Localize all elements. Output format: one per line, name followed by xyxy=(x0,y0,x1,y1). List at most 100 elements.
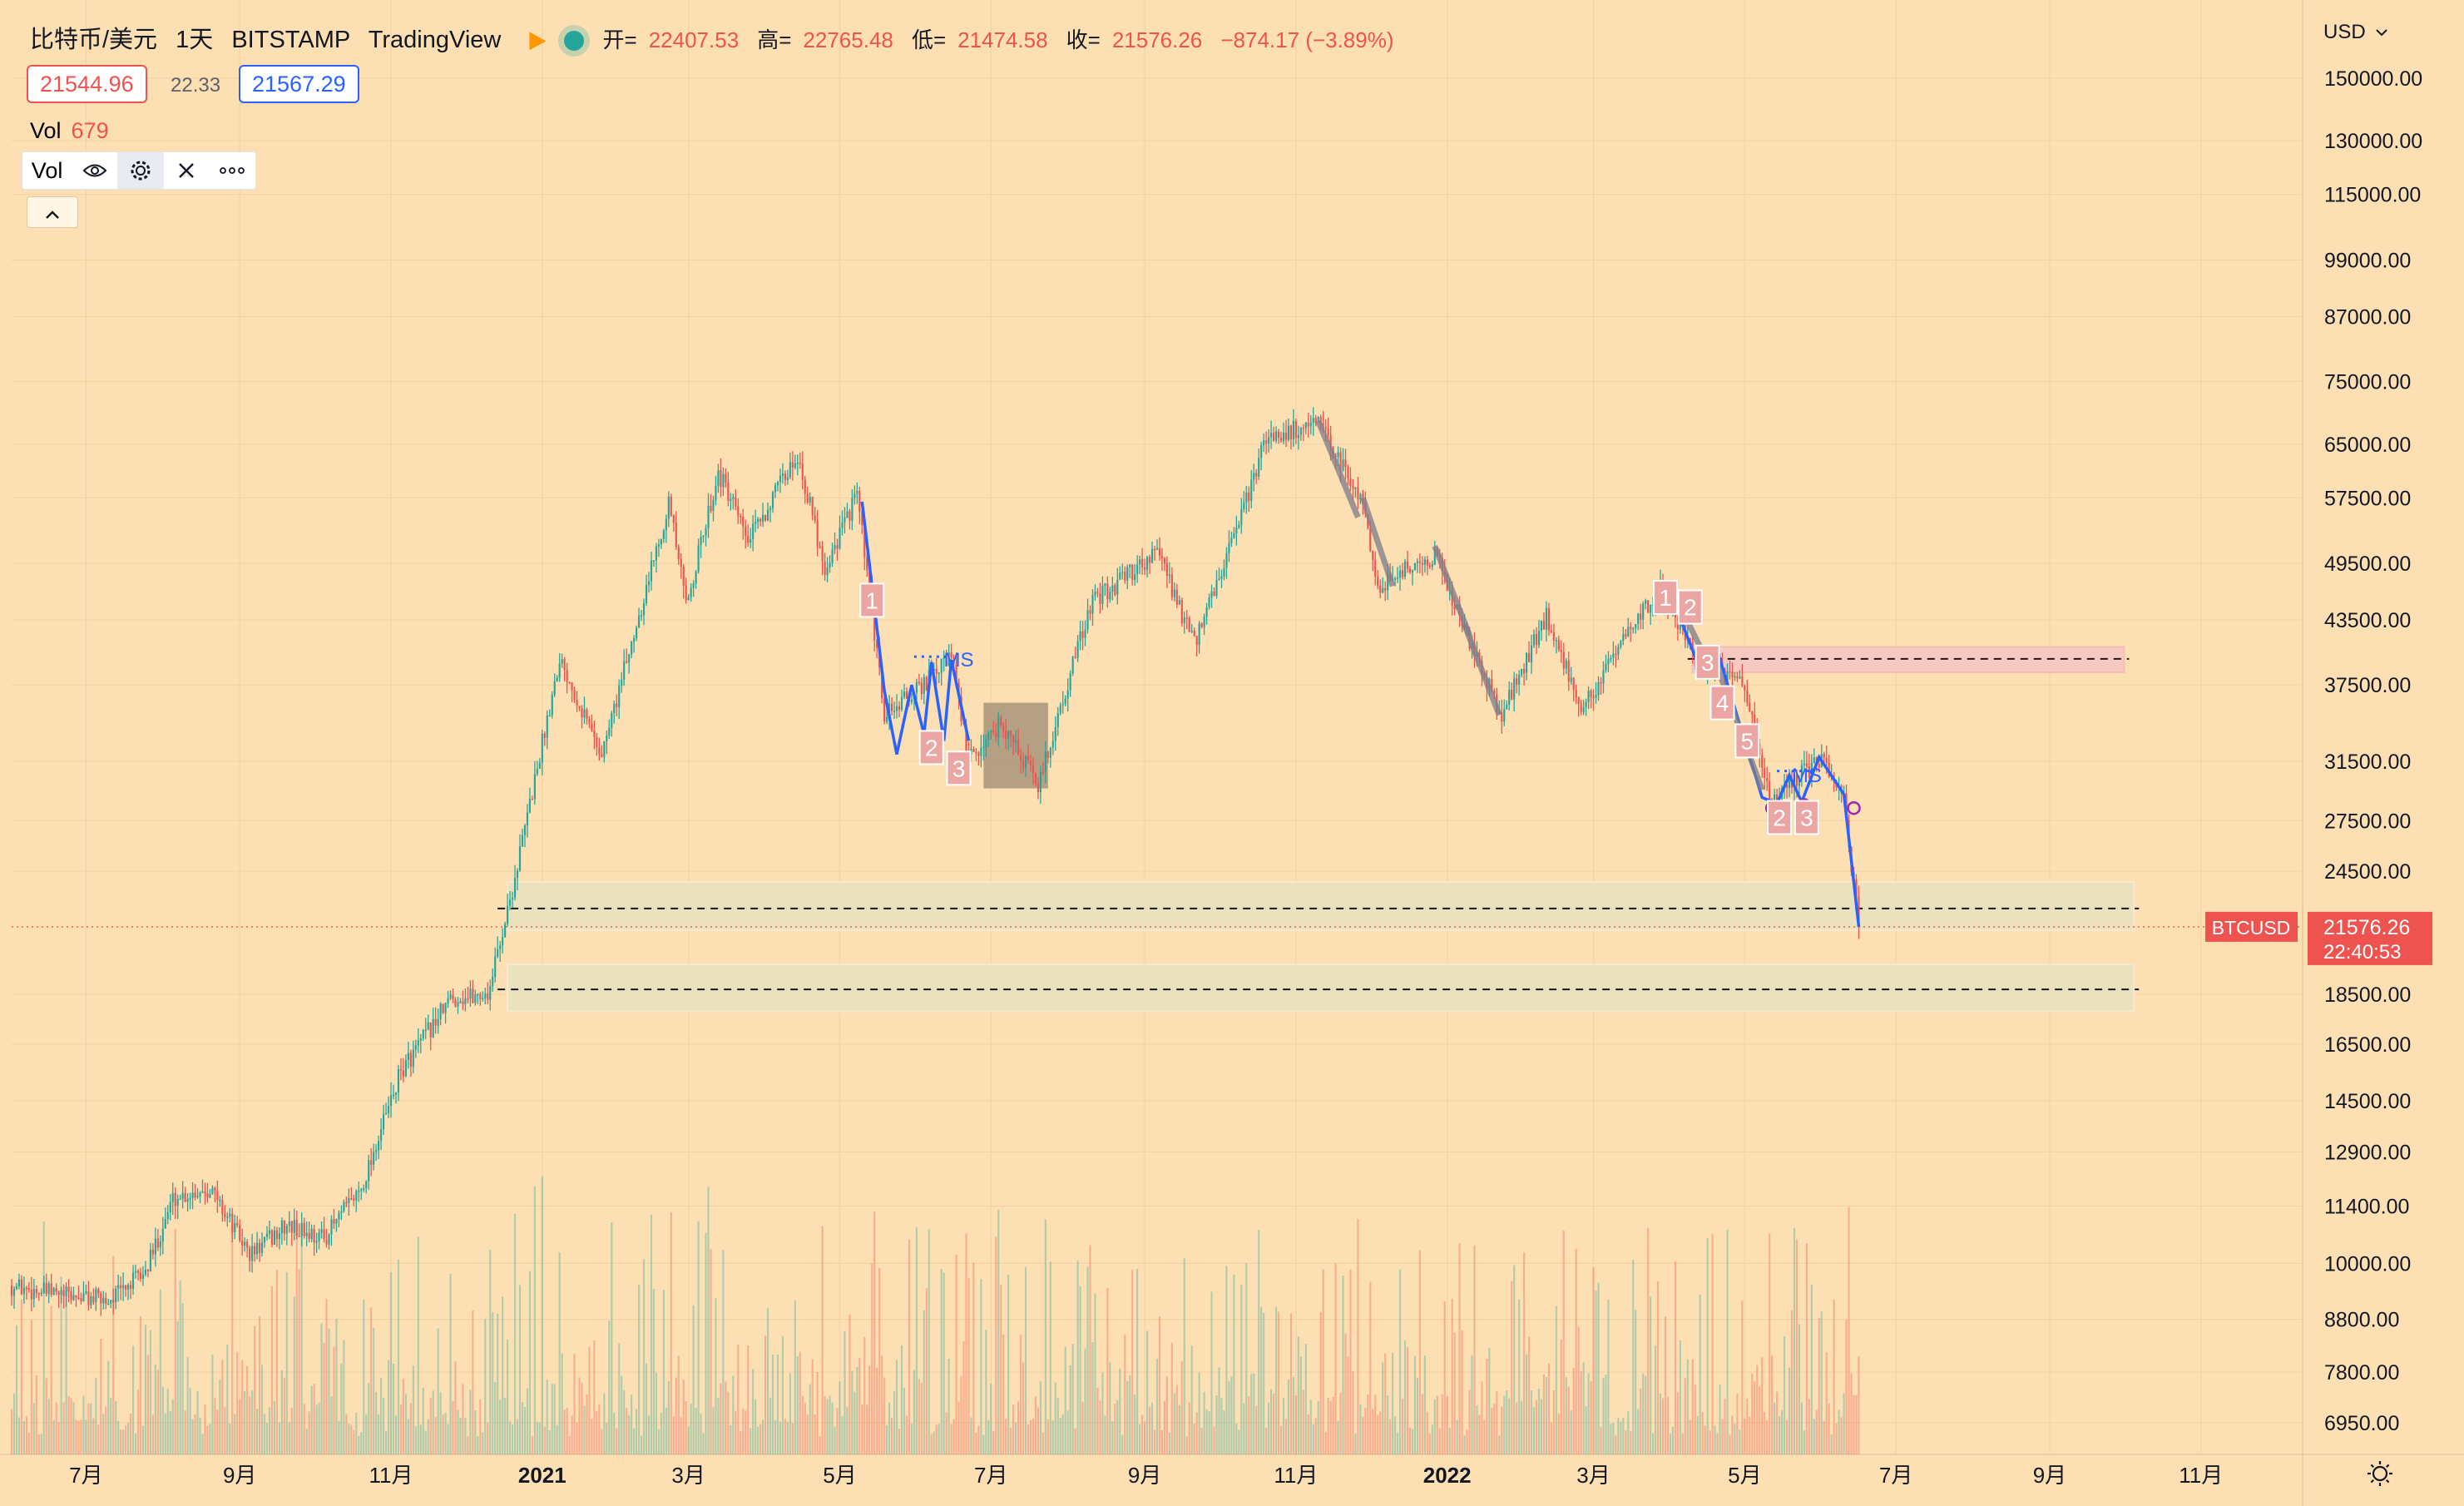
volume-bar xyxy=(821,1226,824,1454)
candle-body xyxy=(100,1293,102,1304)
volume-bar xyxy=(387,1360,390,1454)
settings-sun-icon[interactable] xyxy=(2368,1461,2392,1486)
volume-bar xyxy=(1478,1414,1481,1454)
volume-bar xyxy=(1329,1400,1332,1454)
candle-body xyxy=(1382,587,1384,593)
candle-body xyxy=(890,703,893,711)
volume-bar xyxy=(553,1384,556,1454)
volume-bar xyxy=(613,1412,616,1454)
candle-body xyxy=(1387,573,1389,591)
volume-bar xyxy=(1823,1420,1825,1454)
volume-bar xyxy=(1145,1330,1149,1454)
candle-body xyxy=(1248,492,1250,501)
volume-bar xyxy=(829,1395,831,1454)
volume-bar xyxy=(1540,1399,1543,1454)
close-icon[interactable] xyxy=(164,152,210,189)
candle-body xyxy=(905,691,908,699)
volume-bar xyxy=(928,1229,930,1454)
candle-body xyxy=(521,835,524,847)
volume-bar xyxy=(755,1399,757,1454)
candle-body xyxy=(409,1053,412,1068)
candle-body xyxy=(437,1018,439,1026)
candle-body xyxy=(139,1272,142,1280)
candle-body xyxy=(216,1190,219,1200)
candle-body xyxy=(1039,771,1042,793)
candle-body xyxy=(300,1222,303,1236)
volume-bar xyxy=(1805,1243,1808,1454)
bid-price[interactable]: 21544.96 xyxy=(27,65,147,103)
volume-bar xyxy=(1205,1409,1208,1454)
candle-body xyxy=(675,523,677,547)
volume-bar xyxy=(1761,1356,1764,1454)
ask-price[interactable]: 21567.29 xyxy=(239,65,359,103)
volume-bar xyxy=(1635,1310,1637,1454)
candle-body xyxy=(169,1201,171,1212)
collapse-button[interactable] xyxy=(27,196,78,228)
candle-body xyxy=(57,1291,60,1295)
trend-line xyxy=(1462,623,1502,716)
candle-body xyxy=(149,1250,151,1271)
symbol-name[interactable]: 比特币/美元 xyxy=(30,27,158,53)
volume-bar xyxy=(1600,1427,1602,1454)
candle-body xyxy=(204,1191,206,1194)
volume-bar xyxy=(905,1415,908,1454)
gear-icon[interactable] xyxy=(117,152,164,189)
volume-bar xyxy=(1567,1386,1570,1454)
candle-body xyxy=(194,1192,196,1198)
volume-bar xyxy=(757,1426,759,1454)
volume-bar xyxy=(1833,1299,1835,1454)
volume-bar xyxy=(1165,1376,1168,1454)
trend-line xyxy=(1315,419,1361,519)
candle-body xyxy=(1017,740,1020,755)
candle-body xyxy=(1525,652,1528,673)
candle-body xyxy=(1562,651,1565,669)
candle-body xyxy=(380,1129,383,1142)
candle-body xyxy=(241,1240,244,1246)
volume-bar xyxy=(801,1395,804,1454)
candle-body xyxy=(1139,559,1141,565)
currency-selector[interactable]: USD xyxy=(2323,21,2366,43)
candle-body xyxy=(504,924,507,938)
more-icon[interactable] xyxy=(210,152,255,189)
candle-body xyxy=(687,597,690,601)
volume-bar xyxy=(1669,1433,1672,1454)
volume-bar xyxy=(1647,1227,1650,1454)
candle-body xyxy=(1175,589,1178,605)
volume-bar xyxy=(621,1375,623,1454)
volume-bar xyxy=(164,1413,166,1454)
volume-bar xyxy=(1845,1320,1848,1454)
volume-bar xyxy=(851,1370,853,1454)
volume-bar xyxy=(910,1423,913,1454)
volume-bar xyxy=(1268,1402,1270,1454)
candle-body xyxy=(1607,659,1610,664)
candle-body xyxy=(1625,634,1627,637)
candle-body xyxy=(447,998,449,1003)
volume-bar xyxy=(47,1398,50,1454)
eye-icon[interactable] xyxy=(72,152,117,189)
candle-body xyxy=(255,1242,259,1255)
volume-bar xyxy=(1220,1398,1223,1454)
interval[interactable]: 1天 xyxy=(176,27,214,53)
volume-bar xyxy=(285,1271,288,1454)
candle-body xyxy=(144,1269,147,1275)
candle-body xyxy=(290,1221,293,1233)
candle-body xyxy=(37,1293,40,1295)
volume-bar xyxy=(1605,1375,1607,1454)
volume-bar xyxy=(15,1325,18,1454)
volume-bar xyxy=(1411,1429,1414,1454)
candle-body xyxy=(1106,583,1109,600)
candle-body xyxy=(861,512,863,526)
flag-icon[interactable] xyxy=(529,32,547,51)
volume-bar xyxy=(246,1365,249,1454)
candle-body xyxy=(141,1274,145,1280)
volume-bar xyxy=(417,1236,419,1454)
volume-bar xyxy=(750,1428,752,1454)
candle-body xyxy=(1195,636,1198,646)
candle-body xyxy=(323,1229,325,1240)
volume-bar xyxy=(1134,1394,1136,1454)
volume-bar xyxy=(12,1393,16,1454)
volume-bar xyxy=(50,1305,52,1454)
candle-body xyxy=(412,1049,414,1068)
volume-bar xyxy=(1364,1408,1367,1454)
